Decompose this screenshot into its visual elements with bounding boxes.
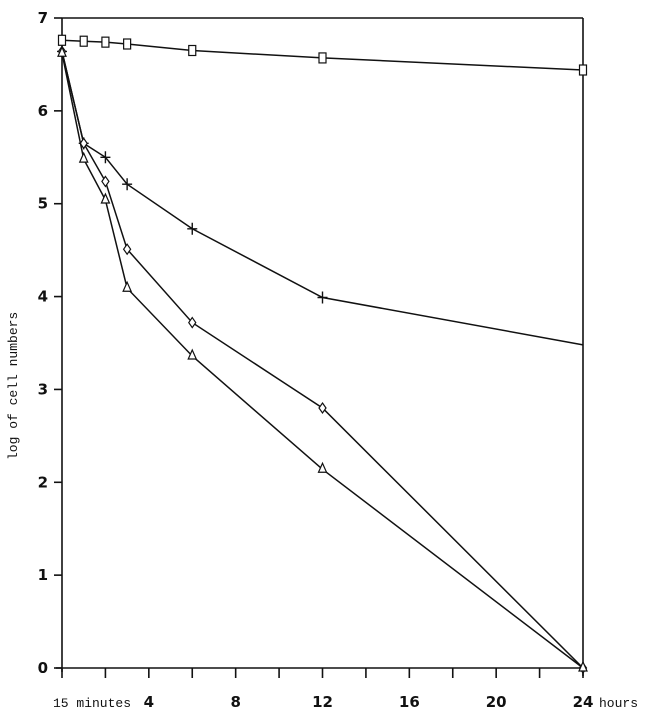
y-tick-label: 7 [38, 9, 48, 27]
triangle-marker [57, 45, 67, 57]
x-tick-label-start: 15 minutes [53, 696, 131, 711]
diamond-marker [188, 316, 197, 329]
x-tick-label: 24 [573, 693, 594, 711]
plus-marker [100, 151, 111, 164]
y-tick-label: 1 [38, 566, 48, 584]
y-tick-label: 6 [38, 102, 48, 120]
y-tick-label: 2 [38, 473, 48, 491]
triangle-marker [187, 348, 198, 360]
x-tick-label: 4 [144, 693, 154, 711]
y-tick-label: 5 [38, 195, 48, 213]
plus-marker [122, 178, 133, 191]
square-marker [578, 64, 588, 76]
x-axis-ticks: 15 minutes 4 8 12 16 20 24 [53, 668, 593, 711]
x-tick-label: 20 [486, 693, 507, 711]
series-square [57, 34, 588, 76]
square-marker [318, 52, 327, 64]
triangle-marker [317, 461, 328, 473]
square-marker [123, 38, 132, 50]
square-marker [101, 36, 110, 48]
plus-marker [317, 291, 328, 304]
plus-marker [187, 222, 198, 235]
diamond-marker [79, 137, 88, 150]
diamond-marker [101, 175, 110, 188]
plot-frame [56, 17, 584, 676]
x-tick-label: 16 [399, 693, 420, 711]
series-triangle [57, 45, 588, 672]
square-marker [79, 35, 88, 47]
series-diamond [57, 45, 588, 675]
x-tick-label: 12 [312, 693, 333, 711]
square-marker [188, 44, 197, 57]
series-line [61, 51, 584, 669]
triangle-marker [100, 192, 111, 204]
x-tick-label: 8 [230, 693, 240, 711]
triangle-marker [122, 280, 133, 292]
y-tick-label: 4 [38, 288, 48, 306]
diamond-marker [318, 401, 327, 415]
diamond-marker [122, 243, 132, 256]
series-plus [57, 45, 584, 346]
x-axis-unit-label: hours [599, 696, 638, 711]
data-series [57, 34, 588, 675]
y-tick-label: 3 [38, 380, 48, 398]
square-marker [57, 34, 67, 46]
series-line [61, 53, 584, 669]
y-axis-label: log of cell numbers [6, 312, 21, 460]
triangle-marker [578, 660, 588, 672]
y-tick-label: 0 [38, 659, 48, 677]
triangle-marker [78, 151, 89, 163]
y-axis-ticks: 0 1 2 3 4 5 6 7 [38, 9, 62, 677]
